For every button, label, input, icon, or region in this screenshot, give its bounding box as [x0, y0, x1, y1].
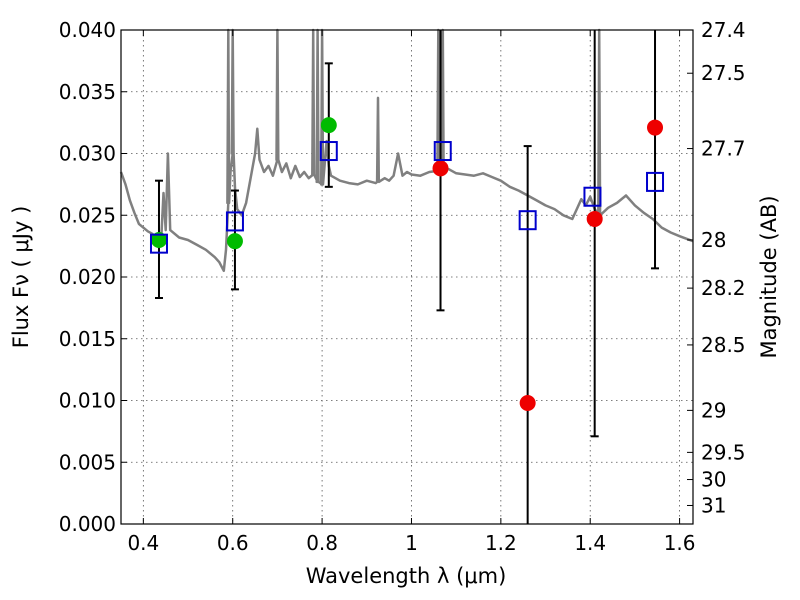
y-axis-label: Flux Fν ( μJy ): [9, 206, 33, 349]
photometry-point: [519, 394, 536, 411]
y-tick-label: 0.010: [59, 389, 116, 413]
model-square: [518, 210, 537, 231]
marker-layer: [149, 117, 665, 411]
photometry-point: [320, 117, 337, 134]
y-tick-label: 0.025: [59, 203, 116, 227]
right-axis-label: Magnitude (AB): [757, 195, 781, 358]
mag-tick-label: 28.2: [701, 276, 746, 300]
model-square: [319, 141, 338, 162]
tick-layer: 0.4 0.6 0.8 1 1.2 1.4 1.6 0.000 0.005 0.010 0.015 0…: [59, 18, 746, 555]
y-tick-label: 0.005: [59, 450, 116, 474]
model-square: [646, 171, 665, 192]
mag-tick-label: 29: [701, 398, 726, 422]
model-square: [583, 186, 602, 207]
x-tick-label: 1.6: [664, 531, 696, 555]
x-tick-label: 0.6: [217, 531, 249, 555]
x-tick-label: 1.2: [485, 531, 517, 555]
x-tick-label: 0.8: [306, 531, 338, 555]
mag-tick-label: 27.5: [701, 61, 746, 85]
mag-tick-label: 28: [701, 228, 726, 252]
mag-tick-label: 27.7: [701, 137, 746, 161]
model-square: [149, 233, 168, 254]
x-tick-label: 1.4: [574, 531, 606, 555]
y-tick-label: 0.035: [59, 80, 116, 104]
spectrum-layer: [119, 28, 694, 273]
y-tick-label: 0.000: [59, 512, 116, 536]
mag-tick-label: 30: [701, 468, 726, 492]
x-tick-label: 1: [405, 531, 418, 555]
y-tick-label: 0.020: [59, 265, 116, 289]
mag-tick-label: 28.5: [701, 333, 746, 357]
photometry-point: [647, 119, 664, 136]
y-tick-label: 0.030: [59, 142, 116, 166]
y-tick-label: 0.015: [59, 327, 116, 351]
photometry-point: [586, 210, 603, 227]
y-tick-label: 0.040: [59, 18, 116, 42]
model-square: [433, 141, 452, 162]
model-square: [225, 211, 244, 232]
photometry-point: [226, 233, 243, 250]
photometry-point: [432, 160, 449, 177]
spectrum-line: [119, 28, 694, 273]
grid-layer: [121, 29, 693, 525]
mag-tick-label: 27.4: [701, 18, 746, 42]
x-axis-label: Wavelength λ (μm): [306, 564, 507, 588]
x-tick-label: 0.4: [127, 531, 159, 555]
mag-tick-label: 31: [701, 493, 726, 517]
mag-tick-label: 29.5: [701, 440, 746, 464]
